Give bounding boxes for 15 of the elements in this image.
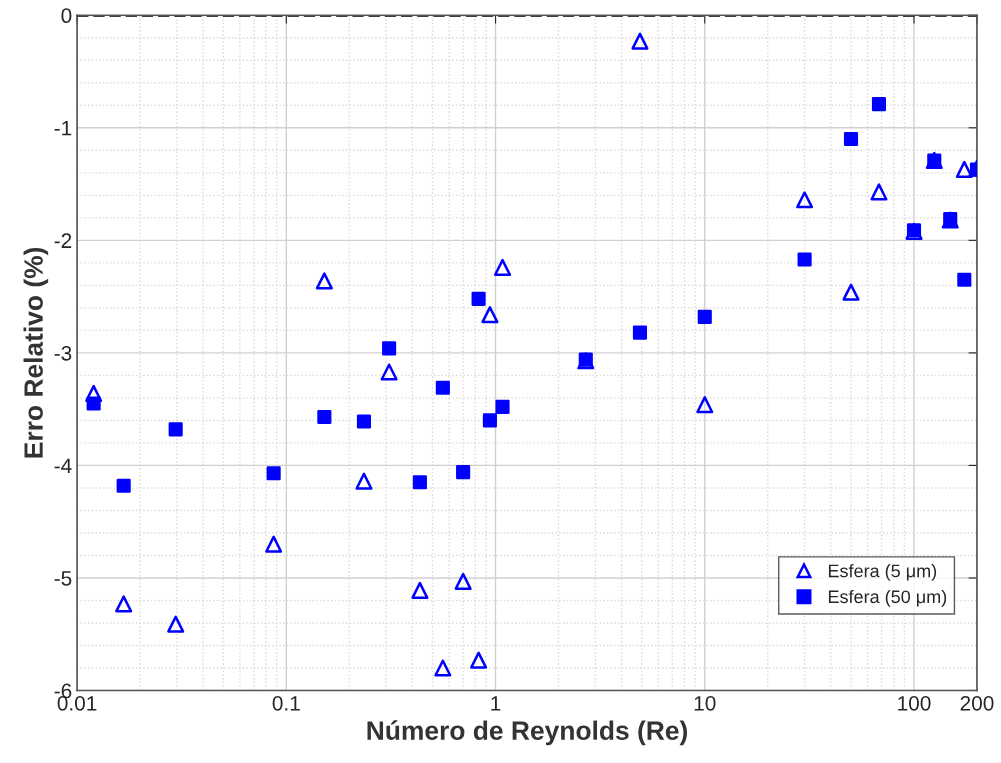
y-tick-label: -3 bbox=[54, 345, 72, 361]
x-tick-label: 0.1 bbox=[272, 695, 300, 711]
y-tick-label: 0 bbox=[61, 8, 72, 24]
legend-label: Esfera (5 μm) bbox=[828, 564, 937, 581]
y-tick-label: -4 bbox=[54, 458, 72, 473]
y-tick-label: -2 bbox=[54, 233, 72, 248]
x-tick-label: 100 bbox=[898, 695, 931, 711]
x-tick-label: 200 bbox=[960, 695, 994, 711]
y-axis-title: Erro Relativo (%) bbox=[23, 247, 49, 458]
x-tick-label: 1 bbox=[491, 696, 501, 711]
y-tick-label: -5 bbox=[54, 571, 72, 586]
legend-label: Esfera (50 μm) bbox=[828, 589, 947, 607]
x-tick-label: 10 bbox=[694, 695, 716, 711]
x-axis-title: Número de Reynolds (Re) bbox=[367, 720, 688, 746]
y-tick-label: -1 bbox=[54, 121, 72, 136]
